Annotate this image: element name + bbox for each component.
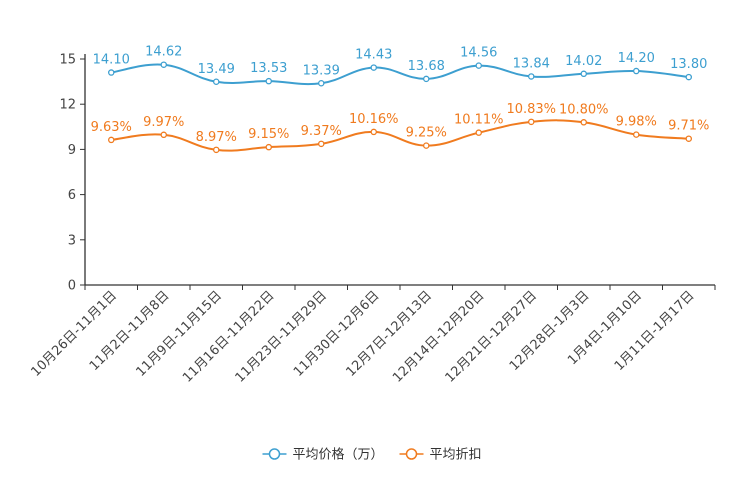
data-label: 9.37% [301,124,342,139]
data-point[interactable] [633,131,640,138]
series-line [111,63,689,86]
legend-item[interactable]: 平均价格（万） [262,447,384,463]
y-tick-label: 3 [68,233,76,248]
data-label: 14.10 [93,53,130,68]
data-label: 10.11% [454,113,504,128]
data-point[interactable] [685,135,693,142]
data-label: 9.98% [616,115,657,130]
data-point[interactable] [317,140,325,148]
data-label: 9.25% [406,126,447,141]
data-label: 13.49 [198,62,235,77]
data-point[interactable] [475,62,482,69]
data-label: 13.80 [670,57,707,72]
legend-marker-icon [405,448,418,460]
data-point[interactable] [212,78,220,86]
data-point[interactable] [370,128,377,136]
x-tick-label: 10月26日-11月1日 [28,288,120,380]
data-label: 10.16% [349,112,399,127]
data-labels: 14.10 14.62 13.49 13.53 13.39 14.43 13.68 14.56… [91,45,710,145]
data-point[interactable] [685,73,693,81]
x-tick-label: 11月16日-11月22日 [180,288,277,385]
legend-label: 平均折扣 [430,448,482,463]
y-tick-label: 15 [59,53,76,68]
y-tick-label: 12 [59,98,76,113]
data-label: 10.80% [559,102,609,117]
data-point[interactable] [317,80,325,87]
data-label: 13.39 [303,63,340,78]
data-point[interactable] [633,67,640,75]
legend-item[interactable]: 平均折扣 [399,448,482,463]
axes: 0369121510月26日-11月1日11月2日-11月8日11月9日-11月… [28,53,716,386]
data-point[interactable] [265,143,272,151]
data-label: 14.20 [618,51,655,66]
data-point[interactable] [580,70,588,78]
y-tick-label: 0 [68,279,76,294]
data-label: 9.15% [248,127,289,142]
data-point[interactable] [108,69,115,76]
data-point[interactable] [212,146,220,154]
data-point[interactable] [160,131,167,139]
data-point[interactable] [528,118,535,126]
legend-label: 平均价格（万） [292,447,383,463]
data-label: 8.97% [196,130,237,145]
data-label: 9.63% [91,120,132,135]
data-label: 14.62 [145,45,182,60]
x-tick-label: 12月21日-12月27日 [443,288,540,385]
data-label: 9.97% [143,115,184,130]
data-point[interactable] [422,142,430,149]
data-label: 10.83% [506,102,556,117]
y-tick-label: 9 [68,143,76,158]
series-line [111,119,689,152]
data-point[interactable] [265,77,272,85]
data-point[interactable] [108,136,115,144]
x-tick-label: 11月23日-11月29日 [233,288,330,385]
data-point[interactable] [160,61,167,68]
y-tick-label: 6 [68,188,76,203]
legend-marker-icon [268,448,281,460]
series-layer [108,61,693,154]
data-point[interactable] [580,119,588,126]
data-label: 13.68 [408,59,445,74]
legend[interactable]: 平均价格（万） 平均折扣 [262,447,482,463]
data-point[interactable] [528,73,535,80]
x-tick-label: 12月14日-12月20日 [390,288,487,385]
data-label: 9.71% [668,119,709,134]
data-label: 13.53 [250,61,287,76]
data-point[interactable] [475,129,482,136]
data-label: 14.43 [355,48,392,63]
data-point[interactable] [422,75,430,83]
data-label: 13.84 [513,56,550,71]
data-label: 14.56 [460,46,497,61]
data-label: 14.02 [565,54,602,69]
data-point[interactable] [370,64,377,71]
